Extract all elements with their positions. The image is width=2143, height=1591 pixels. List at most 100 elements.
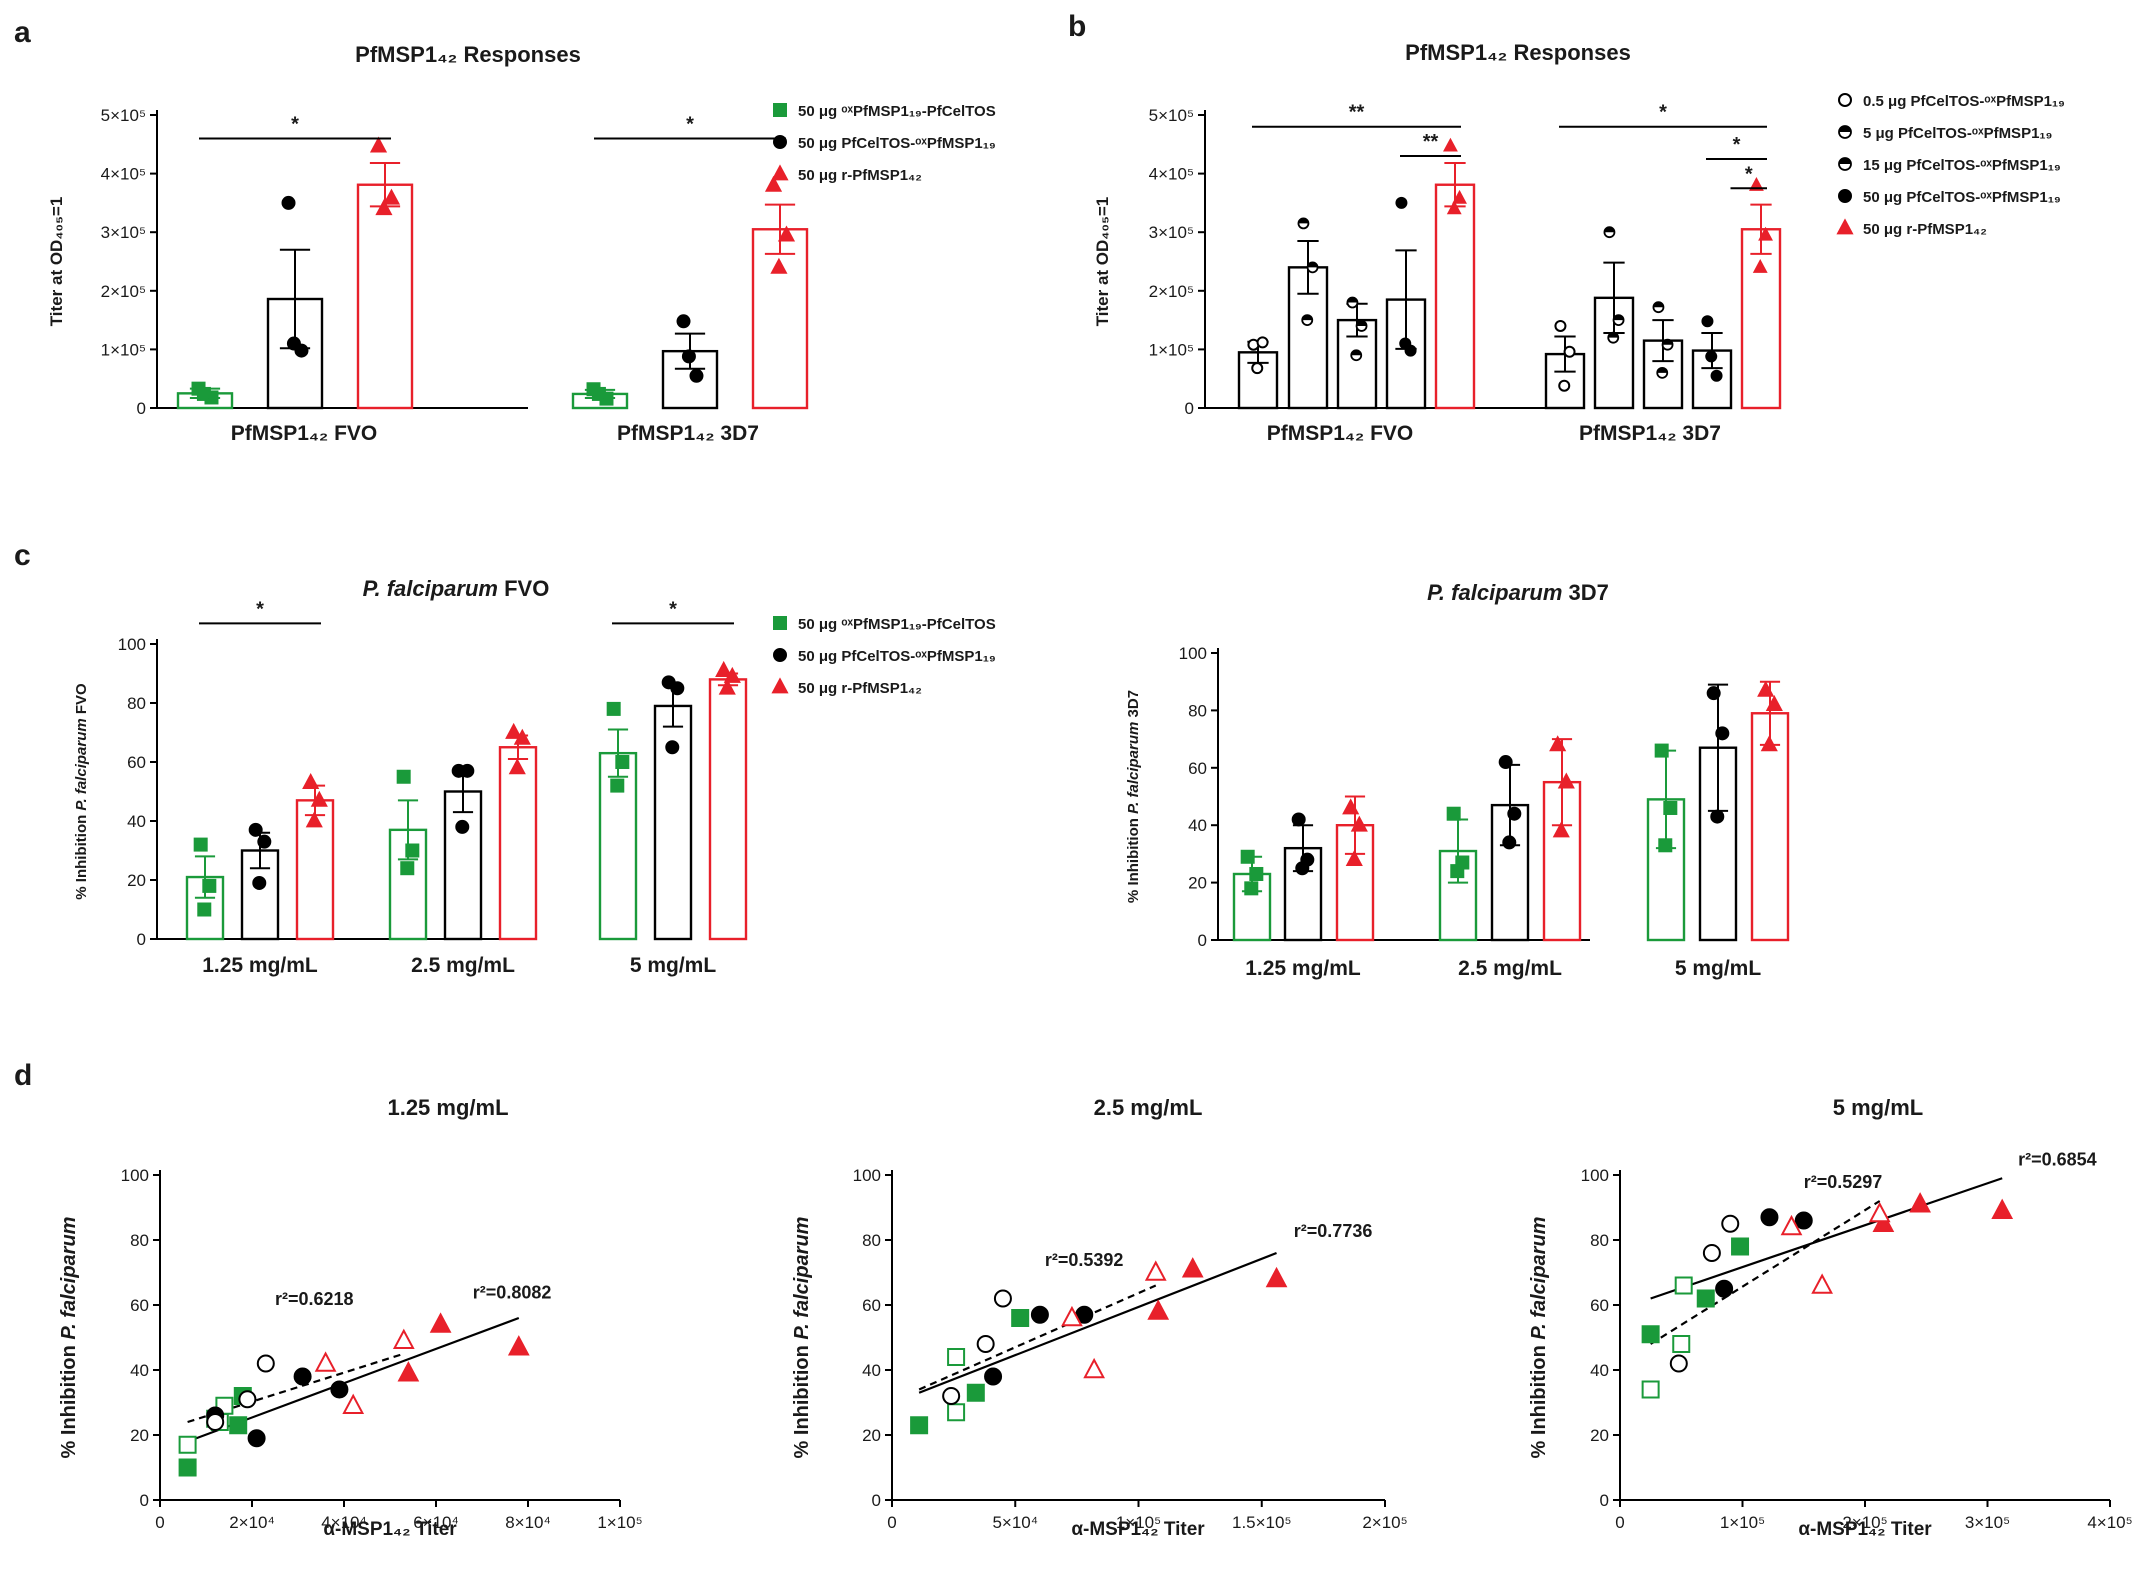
- x-axis-label: α-MSP1₄₂ Titer: [1798, 1519, 1932, 1540]
- data-point: [1721, 1214, 1740, 1233]
- data-point: [1443, 137, 1458, 152]
- y-label-pre: % Inhibition: [58, 1340, 80, 1459]
- panel-label-a: a: [14, 16, 31, 49]
- legend-marker-half: [1839, 126, 1851, 132]
- data-point-half: [1307, 262, 1318, 268]
- data-point: [369, 136, 388, 153]
- data-point: [723, 666, 741, 683]
- data-point: [610, 778, 625, 793]
- y-tick-label: 100: [1179, 644, 1207, 663]
- data-point: [1674, 1276, 1693, 1295]
- legend-label: 50 μg ᵒˣPfMSP1₁₉-PfCelTOS: [798, 103, 996, 120]
- significance-label: **: [1349, 102, 1365, 124]
- data-point: [1701, 315, 1714, 328]
- data-point: [1244, 881, 1259, 896]
- y-tick-label: 20: [862, 1426, 881, 1445]
- chart-title: 1.25 mg/mL: [387, 1095, 508, 1120]
- data-point: [1446, 200, 1462, 215]
- y-label-post: 3D7: [1125, 690, 1142, 722]
- data-point: [1452, 189, 1467, 204]
- data-point: [392, 1328, 415, 1349]
- data-point-half: [1653, 302, 1664, 308]
- data-point: [947, 1348, 966, 1366]
- data-point: [777, 225, 796, 242]
- y-label-post: FVO: [73, 683, 90, 718]
- data-point: [1355, 320, 1368, 332]
- regression-line-dashed: [1650, 1200, 1881, 1345]
- chart-title: 2.5 mg/mL: [1094, 1095, 1203, 1120]
- data-point: [1558, 379, 1571, 392]
- panel-label-c: c: [14, 539, 31, 572]
- data-point: [1780, 1214, 1803, 1236]
- chart-title-rest: FVO: [498, 576, 549, 601]
- legend-marker: [1838, 157, 1852, 171]
- data-point: [1030, 1305, 1049, 1324]
- panel-label-d: d: [14, 1059, 32, 1092]
- data-point: [1295, 861, 1310, 876]
- legend-marker: [771, 164, 789, 181]
- data-point: [330, 1380, 349, 1399]
- data-point: [1663, 800, 1678, 815]
- y-axis-label: % Inhibition P. falciparum 3D7: [1125, 690, 1142, 903]
- chart-title: PfMSP1₄₂ Responses: [355, 42, 581, 67]
- y-label-italic: P. falciparum: [58, 1217, 80, 1340]
- x-tick-label: 8×10⁴: [505, 1513, 551, 1532]
- y-label-italic: P. falciparum: [1125, 722, 1142, 814]
- legend-marker: [1838, 125, 1852, 139]
- data-point: [1868, 1201, 1891, 1223]
- data-point: [193, 837, 208, 852]
- legend-marker: [773, 103, 787, 117]
- data-point: [1706, 686, 1721, 701]
- data-point: [1554, 319, 1567, 332]
- data-point: [1507, 806, 1522, 821]
- data-point: [305, 811, 323, 828]
- y-tick-label: 40: [127, 812, 146, 831]
- x-tick-label: 2×10⁵: [1842, 1513, 1887, 1532]
- data-point: [178, 1458, 197, 1477]
- data-point: [764, 175, 783, 192]
- data-point: [1612, 314, 1625, 327]
- data-point: [400, 861, 415, 876]
- y-label-pre: % Inhibition: [791, 1340, 813, 1459]
- data-point: [1256, 336, 1269, 349]
- bar: [708, 678, 748, 941]
- y-tick-label: 60: [862, 1296, 881, 1315]
- y-tick-label: 20: [130, 1426, 149, 1445]
- bar: [498, 746, 538, 941]
- y-label-pre: % Inhibition: [73, 811, 90, 900]
- y-label-italic: P. falciparum: [1528, 1217, 1550, 1340]
- data-point: [310, 790, 328, 807]
- y-tick-label: 5×10⁵: [1149, 106, 1194, 125]
- y-tick-label: 80: [130, 1231, 149, 1250]
- data-point: [1549, 735, 1567, 752]
- legend: 50 μg ᵒˣPfMSP1₁₉-PfCelTOS 50 μg PfCelTOS-…: [771, 103, 996, 184]
- data-point: [178, 1435, 197, 1454]
- y-tick-label: 20: [127, 871, 146, 890]
- data-point: [1710, 809, 1725, 824]
- data-point: [460, 763, 475, 778]
- significance-label: *: [256, 598, 264, 620]
- data-point: [1757, 680, 1775, 697]
- chart-title: P. falciparum 3D7: [1427, 580, 1609, 605]
- data-point-half: [1608, 332, 1619, 338]
- data-point: [455, 819, 470, 834]
- legend-marker: [1838, 189, 1852, 203]
- data-point: [1011, 1309, 1030, 1327]
- data-point: [665, 740, 680, 755]
- data-point: [1240, 849, 1255, 864]
- chart-title: P. falciparum FVO: [363, 576, 550, 601]
- y-tick-label: 60: [130, 1296, 149, 1315]
- x-tick-label: 1.5×10⁵: [1232, 1513, 1292, 1532]
- regression-line-dashed: [918, 1284, 1157, 1391]
- data-point: [910, 1416, 929, 1435]
- y-tick-label: 100: [1581, 1166, 1609, 1185]
- legend-label: 50 μg PfCelTOS-ᵒˣPfMSP1₁₉: [798, 135, 996, 152]
- chart-title: 5 mg/mL: [1833, 1095, 1923, 1120]
- y-tick-label: 20: [1188, 874, 1207, 893]
- data-point: [1350, 349, 1363, 362]
- legend: 50 μg ᵒˣPfMSP1₁₉-PfCelTOS 50 μg PfCelTOS-…: [771, 616, 996, 697]
- chart-title-italic: P. falciparum: [1427, 580, 1562, 605]
- category-label: 5 mg/mL: [1675, 957, 1762, 980]
- data-point: [1306, 261, 1319, 274]
- data-point: [966, 1383, 985, 1402]
